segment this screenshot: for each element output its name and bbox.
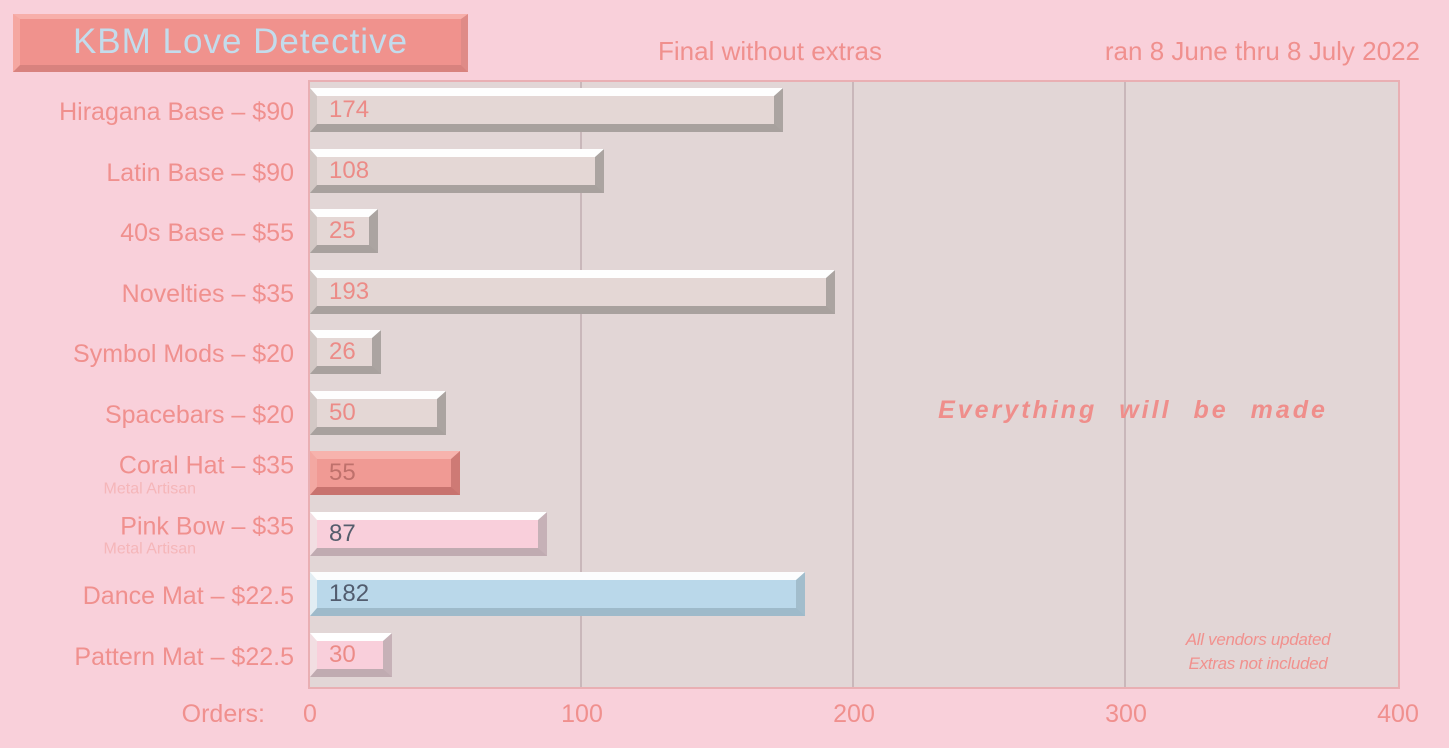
category-label-text: Symbol Mods – $20 — [73, 340, 294, 369]
bar-value: 50 — [329, 398, 356, 426]
gridline-100 — [580, 82, 582, 687]
category-label-text: Pattern Mat – $22.5 — [74, 642, 294, 671]
gridline-200 — [852, 82, 854, 687]
bar-row: 108 — [310, 143, 1398, 203]
bar-row: 87 — [310, 506, 1398, 566]
category-label: Pink Bow – $35 Metal Artisan — [0, 513, 294, 558]
annotation-text: Everything will be made — [938, 396, 1328, 424]
category-label-text: Pink Bow – $35 — [120, 512, 294, 541]
x-tick-200: 200 — [833, 700, 875, 728]
date-range-label: ran 8 June thru 8 July 2022 — [1104, 36, 1420, 66]
bar-4: 193 — [310, 269, 835, 314]
bar-value: 87 — [329, 519, 356, 547]
category-label: Hiragana Base – $90 — [0, 98, 294, 127]
bar-value: 30 — [329, 640, 356, 668]
page-title: KBM Love Detective — [72, 22, 409, 61]
category-label: Symbol Mods – $20 — [0, 340, 294, 369]
category-label-text: 40s Base – $55 — [120, 219, 294, 248]
category-label-text: Coral Hat – $35 — [118, 451, 294, 480]
category-sublabel-text: Metal Artisan — [103, 540, 196, 558]
x-axis-title: Orders: — [181, 700, 265, 728]
bar-value: 108 — [329, 156, 370, 184]
bar-value: 193 — [329, 277, 370, 305]
category-label-text: Dance Mat – $22.5 — [82, 582, 294, 611]
gridline-300 — [1124, 82, 1126, 687]
bar-2: 108 — [310, 148, 604, 193]
bar-5: 26 — [310, 330, 381, 374]
footnote-line: All vendors updated — [1185, 630, 1331, 649]
bar-value: 25 — [329, 217, 356, 244]
bar-6: 50 — [310, 390, 446, 435]
bar-row: 55 — [310, 445, 1398, 505]
x-tick-400: 400 — [1377, 700, 1419, 728]
category-label: Coral Hat – $35 Metal Artisan — [0, 451, 294, 498]
footnotes: All vendors updated Extras not included — [1186, 628, 1331, 676]
bar-row: 193 — [310, 264, 1398, 324]
bar-9: 182 — [310, 572, 805, 616]
category-label: 40s Base – $55 — [0, 219, 294, 248]
category-label: Spacebars – $20 — [0, 400, 294, 429]
bar-row: 50 — [310, 385, 1398, 445]
bar-row: 25 — [310, 203, 1398, 263]
category-label-text: Spacebars – $20 — [104, 400, 294, 429]
category-label: Pattern Mat – $22.5 — [0, 642, 294, 671]
category-label-text: Hiragana Base – $90 — [59, 98, 294, 127]
footnote-line: Extras not included — [1188, 654, 1328, 673]
bar-row: 26 — [310, 324, 1398, 384]
bar-7: 55 — [310, 451, 460, 495]
x-tick-100: 100 — [561, 700, 603, 728]
x-axis: Orders: 0 100 200 300 400 — [0, 700, 1449, 734]
category-labels: Hiragana Base – $90 Latin Base – $90 40s B… — [0, 82, 294, 687]
bar-10: 30 — [310, 632, 392, 677]
bar-value: 55 — [329, 459, 356, 486]
bar-value: 174 — [329, 96, 370, 123]
bar-row: 182 — [310, 566, 1398, 626]
plot-area: 174 108 25 193 26 50 55 87 182 30 Everything will… — [308, 80, 1400, 689]
bar-8: 87 — [310, 511, 547, 556]
title-banner: KBM Love Detective — [13, 14, 468, 72]
bar-value: 182 — [329, 580, 370, 607]
category-label: Novelties – $35 — [0, 279, 294, 308]
bar-3: 25 — [310, 209, 378, 253]
chart-subtitle: Final without extras — [658, 36, 882, 66]
bar-value: 26 — [329, 338, 356, 365]
bar-row: 174 — [310, 82, 1398, 142]
bar-1: 174 — [310, 88, 783, 132]
category-label: Dance Mat – $22.5 — [0, 582, 294, 611]
category-sublabel-text: Metal Artisan — [103, 479, 196, 497]
category-label: Latin Base – $90 — [0, 158, 294, 187]
x-tick-0: 0 — [303, 700, 317, 728]
category-label-text: Novelties – $35 — [121, 279, 294, 308]
category-label-text: Latin Base – $90 — [106, 158, 294, 187]
bar-row: 30 — [310, 627, 1398, 687]
x-tick-300: 300 — [1105, 700, 1147, 728]
